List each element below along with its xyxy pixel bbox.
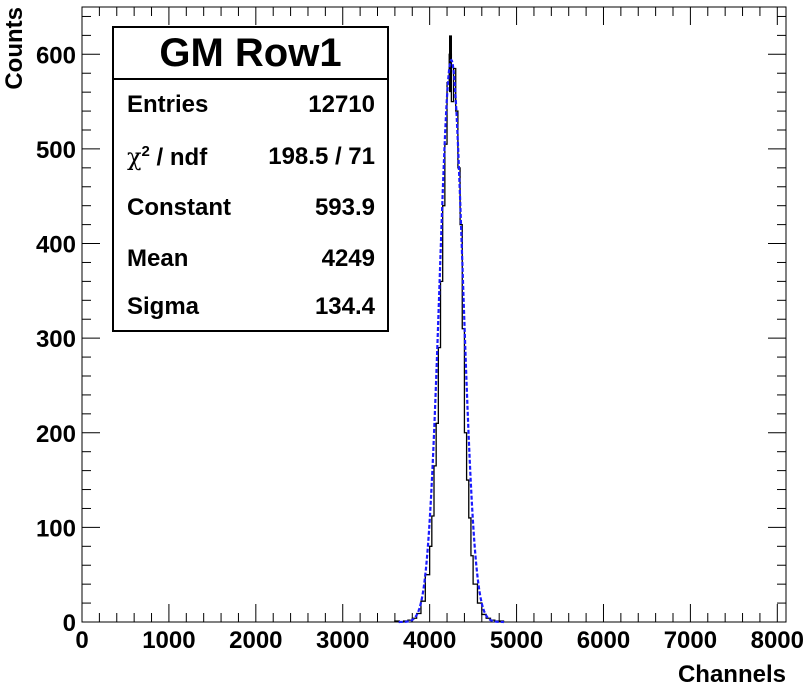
stats-label-constant: Constant [127, 194, 231, 221]
histogram-series [394, 35, 505, 623]
stats-label-mean: Mean [127, 245, 189, 272]
x-tick-label: 3000 [316, 627, 369, 654]
y-axis-label: Counts [1, 7, 28, 90]
x-tick-label: 1000 [142, 627, 195, 654]
gaussian-fit-series [398, 58, 504, 624]
stats-value-sigma: 134.4 [314, 293, 375, 320]
x-tick-label: 5000 [490, 627, 543, 654]
y-axis-ticks [82, 15, 786, 623]
x-tick-label: 4000 [403, 627, 456, 654]
x-tick-label: 0 [75, 627, 88, 654]
stats-row-mean: Mean 4249 [114, 244, 387, 274]
histogram-outline [394, 53, 505, 623]
y-tick-label: 0 [63, 610, 76, 637]
stats-row-chi2-ndf: χ2 / ndf 198.5 / 71 [114, 142, 387, 172]
stats-box: GM Row1 Entries 12710 χ2 / ndf 198.5 / 7… [112, 26, 389, 332]
x-axis-tick-labels: 0 1000 2000 3000 4000 5000 6000 7000 8000 [75, 627, 804, 654]
x-tick-label: 2000 [229, 627, 282, 654]
y-tick-label: 300 [36, 326, 76, 353]
x-axis-label: Channels [678, 661, 786, 688]
stats-row-sigma: Sigma 134.4 [114, 292, 387, 322]
y-tick-label: 100 [36, 515, 76, 542]
stats-value-mean: 4249 [321, 245, 375, 272]
stats-row-entries: Entries 12710 [114, 90, 387, 120]
stats-value-chi2-ndf: 198.5 / 71 [268, 143, 375, 170]
y-axis-tick-labels: 0 100 200 300 400 500 600 [36, 42, 76, 637]
x-tick-label: 6000 [577, 627, 630, 654]
y-tick-label: 200 [36, 421, 76, 448]
x-axis-ticks [81, 7, 778, 622]
stats-row-constant: Constant 593.9 [114, 193, 387, 223]
x-tick-label: 8000 [751, 627, 804, 654]
y-tick-label: 500 [36, 137, 76, 164]
y-tick-label: 600 [36, 42, 76, 69]
y-tick-label: 400 [36, 232, 76, 259]
stats-label-entries: Entries [127, 91, 209, 118]
plot-frame [81, 6, 787, 623]
stats-label-chi2-ndf: χ2 / ndf [127, 142, 208, 171]
stats-label-sigma: Sigma [127, 293, 200, 320]
gaussian-fit-curve [398, 58, 504, 624]
stats-value-constant: 593.9 [314, 194, 375, 221]
stats-value-entries: 12710 [308, 91, 375, 118]
stats-title: GM Row1 [114, 28, 387, 80]
x-tick-label: 7000 [664, 627, 717, 654]
